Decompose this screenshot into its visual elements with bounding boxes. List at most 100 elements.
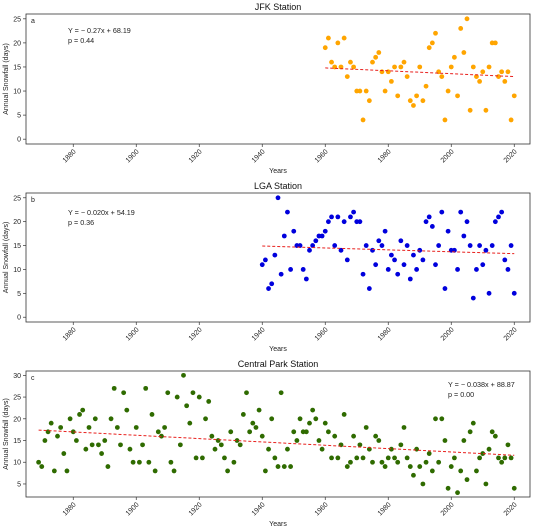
data-point <box>458 468 464 474</box>
data-point <box>385 69 391 75</box>
data-point <box>272 455 278 461</box>
data-point <box>511 290 517 296</box>
data-point <box>146 459 152 465</box>
data-point <box>114 425 120 430</box>
y-tick-label: 0 <box>17 315 21 322</box>
data-point <box>464 219 470 225</box>
data-point <box>133 425 139 430</box>
y-tick-label: 30 <box>13 373 21 380</box>
data-point <box>420 481 426 487</box>
trend-line <box>325 67 515 78</box>
data-point <box>140 442 145 448</box>
data-point <box>77 412 82 417</box>
data-point <box>124 407 130 413</box>
data-point <box>433 262 438 268</box>
data-point <box>461 438 467 443</box>
data-point <box>344 257 350 263</box>
data-point <box>366 286 372 291</box>
data-point <box>326 429 331 435</box>
data-point <box>319 446 325 452</box>
data-point <box>96 442 101 448</box>
data-point <box>316 438 322 443</box>
data-point <box>499 209 505 215</box>
data-point <box>171 468 177 474</box>
data-point <box>395 459 401 465</box>
data-point <box>398 442 404 448</box>
p-value: p = 0.44 <box>68 36 94 45</box>
data-point <box>263 468 268 474</box>
data-point <box>392 455 397 461</box>
x-tick-label: 1920 <box>188 326 204 342</box>
data-point <box>313 416 319 422</box>
panel-label: c <box>31 375 35 382</box>
data-point <box>39 464 45 469</box>
data-point <box>414 267 419 272</box>
data-point <box>285 446 290 452</box>
data-point <box>407 276 413 282</box>
data-point <box>102 438 108 443</box>
data-point <box>395 93 401 99</box>
regression-equation: Y = − 0.038x + 88.87 <box>448 380 515 389</box>
y-tick-label: 15 <box>13 64 21 71</box>
data-point <box>477 243 482 248</box>
regression-equation: Y = − 0.27x + 68.19 <box>68 26 131 35</box>
data-point <box>489 429 495 435</box>
data-point <box>190 390 196 396</box>
data-point <box>505 267 511 272</box>
data-point <box>64 468 70 474</box>
data-point <box>505 69 511 75</box>
data-point <box>303 429 309 435</box>
data-point <box>426 214 432 220</box>
data-point <box>411 252 416 258</box>
y-tick-label: 25 <box>13 16 21 23</box>
data-point <box>259 262 265 268</box>
data-point <box>92 416 98 422</box>
data-point <box>253 425 259 430</box>
data-point <box>470 64 476 70</box>
data-point <box>442 117 448 123</box>
y-tick-label: 0 <box>17 137 21 144</box>
panel-c: Central Park Station c 5 10 15 20 25 30 1880 1900… <box>3 359 531 528</box>
data-point <box>499 69 505 75</box>
data-point <box>448 464 454 469</box>
data-point <box>222 455 227 461</box>
data-point <box>379 243 385 248</box>
data-point <box>329 214 334 220</box>
x-tick-label: 1880 <box>62 326 78 342</box>
x-tick-label: 2020 <box>503 501 519 517</box>
data-point <box>288 464 293 469</box>
data-point <box>206 399 212 404</box>
y-tick-label: 25 <box>13 395 21 402</box>
data-point <box>452 54 457 60</box>
data-point <box>61 451 67 456</box>
data-point <box>433 416 438 422</box>
data-point <box>237 442 243 448</box>
y-tick-label: 10 <box>13 460 21 467</box>
data-point <box>401 262 407 268</box>
data-point <box>385 455 391 461</box>
data-point <box>414 93 419 99</box>
regression-equation: Y = − 0.020x + 54.19 <box>68 208 135 217</box>
data-point <box>42 438 48 443</box>
data-point <box>354 455 360 461</box>
data-point <box>360 455 366 461</box>
data-point <box>244 390 249 396</box>
data-point <box>259 433 265 439</box>
y-tick-label: 20 <box>13 219 21 226</box>
data-point <box>174 394 180 400</box>
data-point <box>502 257 508 263</box>
x-tick-label: 1880 <box>62 501 78 517</box>
data-point <box>411 103 416 108</box>
data-point <box>474 267 479 272</box>
x-tick-label: 1920 <box>188 501 204 517</box>
data-point <box>344 464 350 469</box>
data-point <box>492 219 498 225</box>
data-point <box>508 117 514 123</box>
data-point <box>278 271 284 277</box>
x-tick-label: 1980 <box>377 148 393 164</box>
data-point <box>370 459 375 465</box>
data-point <box>212 446 218 452</box>
data-point <box>426 451 432 456</box>
data-point <box>250 420 256 426</box>
data-point <box>193 455 199 461</box>
